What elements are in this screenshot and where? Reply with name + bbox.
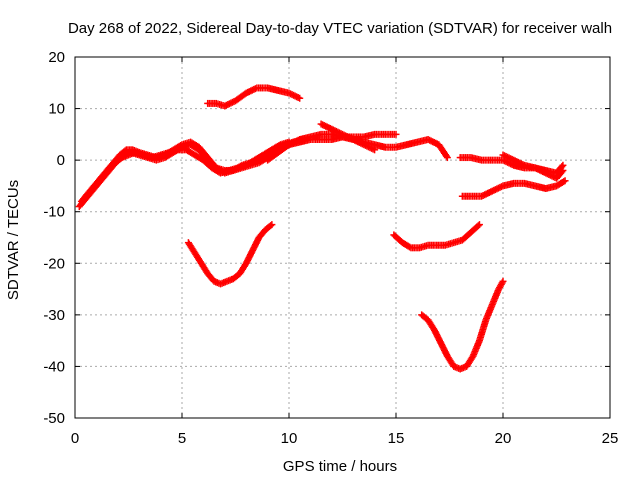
data-point-interp [177, 144, 185, 152]
data-point [559, 166, 567, 174]
grid-lines [75, 57, 610, 418]
data-point [475, 221, 483, 229]
y-tick-label: -20 [43, 255, 65, 272]
y-tick-label: 10 [48, 101, 65, 118]
data-point-interp [271, 144, 279, 152]
y-tick-label: -30 [43, 307, 65, 324]
data-point [268, 221, 276, 229]
data-point-interp [474, 222, 482, 230]
plot-frame [74, 56, 611, 419]
data-point [371, 146, 379, 154]
axis-ticks: 0 5 10 15 20 25 20 10 0 -10 -20 -30 -40 -50 [43, 49, 618, 447]
y-tick-label: -50 [43, 410, 65, 427]
x-tick-label: 0 [71, 430, 79, 447]
data-point [392, 130, 400, 138]
data-point-interp [236, 162, 244, 170]
data-point-interp [267, 222, 275, 230]
x-axis-label: GPS time / hours [283, 458, 397, 475]
x-tick-label: 25 [602, 430, 619, 447]
data-point-interp [406, 243, 414, 251]
data-point [443, 154, 451, 162]
x-tick-label: 5 [178, 430, 186, 447]
data-point [561, 177, 569, 185]
x-tick-label: 20 [495, 430, 512, 447]
y-tick-label: 0 [57, 152, 65, 169]
data-point-interp [498, 279, 506, 287]
y-tick-label: 20 [48, 49, 65, 66]
y-tick-label: -40 [43, 358, 65, 375]
x-tick-label: 15 [388, 430, 405, 447]
x-tick-label: 10 [281, 430, 298, 447]
data-point [499, 277, 507, 285]
data-point-interp [558, 168, 566, 176]
data-point-interp [442, 152, 450, 160]
data-point [296, 94, 304, 102]
y-axis-label: SDTVAR / TECUs [5, 180, 22, 300]
y-tick-label: -10 [43, 204, 65, 221]
data-point-interp [560, 178, 568, 186]
data-points [75, 84, 569, 373]
chart-title: Day 268 of 2022, Sidereal Day-to-day VTE… [68, 20, 612, 37]
